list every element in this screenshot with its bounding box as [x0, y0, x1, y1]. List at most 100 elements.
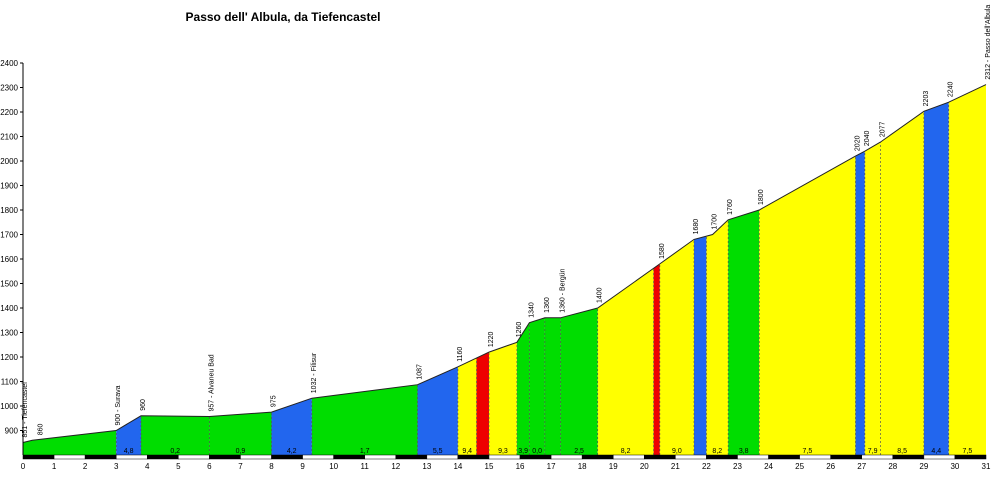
- x-tick-label: 10: [329, 462, 338, 471]
- gradient-label: 0,9: [236, 448, 246, 455]
- km-bar: [22, 454, 55, 460]
- profile-segment: [544, 317, 561, 455]
- profile-segment: [728, 210, 760, 455]
- x-tick-label: 30: [950, 462, 959, 471]
- altitude-label: 2020: [855, 135, 862, 151]
- x-tick-label: 1: [52, 462, 57, 471]
- km-bar: [799, 454, 831, 460]
- km-bar: [302, 454, 334, 460]
- x-tick-label: 23: [733, 462, 742, 471]
- profile-segment: [271, 398, 312, 455]
- gradient-label: 4,4: [931, 448, 941, 455]
- profile-segment: [417, 366, 458, 455]
- y-tick-label: 2300: [0, 84, 18, 93]
- gradient-label: 4,2: [287, 448, 297, 455]
- altitude-label: 1260: [516, 322, 523, 338]
- gradient-label: 7,5: [962, 448, 972, 455]
- altitude-label: 1220: [488, 331, 495, 347]
- km-bar: [768, 454, 800, 460]
- chart-title: Passo dell' Albula, da Tiefencastel: [186, 10, 381, 24]
- x-tick-label: 21: [671, 462, 680, 471]
- profile-segment: [311, 384, 418, 455]
- km-bar: [923, 454, 956, 460]
- y-tick-label: 2400: [0, 59, 18, 68]
- profile-segment: [489, 342, 517, 455]
- x-tick-label: 12: [391, 462, 400, 471]
- x-tick-label: 25: [795, 462, 804, 471]
- profile-segment: [759, 156, 856, 455]
- km-bar: [830, 454, 862, 460]
- gradient-label: 7,5: [803, 448, 813, 455]
- profile-segment: [880, 111, 924, 456]
- altitude-label: 1360 - Bergün: [559, 268, 566, 312]
- x-tick-label: 6: [207, 462, 212, 471]
- km-bar: [147, 454, 179, 460]
- x-tick-label: 9: [300, 462, 305, 471]
- x-tick-label: 14: [453, 462, 462, 471]
- altitude-label: 1400: [597, 287, 604, 303]
- km-bar: [395, 454, 428, 460]
- profile-segment: [659, 239, 694, 455]
- km-bar: [644, 454, 676, 460]
- km-bar: [178, 454, 210, 460]
- km-bar: [612, 454, 645, 460]
- km-bar: [675, 454, 707, 460]
- profile-segment: [706, 219, 729, 455]
- gradient-label: 7,9: [868, 448, 878, 455]
- km-bar: [333, 454, 365, 460]
- y-tick-label: 1500: [0, 280, 18, 289]
- profile-segment: [141, 415, 210, 455]
- profile-segment: [948, 84, 986, 455]
- profile-segment: [476, 352, 489, 455]
- x-tick-label: 28: [888, 462, 897, 471]
- altitude-label: 1087: [416, 364, 423, 380]
- altitude-label: 2040: [864, 130, 871, 146]
- profile-segment: [864, 142, 881, 455]
- altitude-label: 2312 - Passo dell'Albula: [985, 5, 992, 80]
- altitude-label: 1680: [693, 219, 700, 235]
- y-tick-label: 2000: [0, 157, 18, 166]
- y-tick-label: 1900: [0, 182, 18, 191]
- x-tick-label: 31: [982, 462, 991, 471]
- km-bar: [84, 454, 117, 460]
- profile-line: [22, 84, 987, 443]
- km-bar: [892, 454, 925, 460]
- x-tick-label: 4: [145, 462, 150, 471]
- km-bar: [209, 454, 241, 460]
- profile-segment: [516, 322, 530, 455]
- gradient-label: 8,2: [621, 448, 631, 455]
- altitude-label: 2203: [923, 91, 930, 107]
- y-tick-label: 1100: [1, 378, 19, 387]
- altitude-label: 1340: [528, 302, 535, 318]
- profile-segment: [560, 308, 598, 455]
- km-bar: [240, 454, 272, 460]
- km-bar: [53, 454, 86, 460]
- km-bar: [861, 454, 894, 460]
- gradient-labels: 4,8 0,2 0,9 4,2 1,7 5,5 9,4 9,3 3,9 0,0 2,5 8,2 9,0 8…: [124, 448, 973, 455]
- altitude-label: 1760: [727, 199, 734, 215]
- altitude-label: 960: [140, 399, 147, 411]
- gradient-label: 1,7: [360, 448, 370, 455]
- y-tick-label: 2200: [0, 108, 18, 117]
- gradient-label: 8,2: [712, 448, 722, 455]
- altitude-label: 860: [38, 423, 45, 435]
- altitude-label: 900 - Surava: [115, 385, 122, 425]
- profile-segment: [116, 415, 141, 455]
- km-bar: [519, 454, 552, 460]
- profile-segment: [23, 430, 117, 455]
- altitude-label: 1800: [758, 189, 765, 205]
- km-bar: [364, 454, 397, 460]
- y-tick-label: 1600: [0, 255, 18, 264]
- x-tick-label: 19: [609, 462, 618, 471]
- altitude-label: 851 - Tiefencastel: [22, 382, 29, 438]
- km-bar: [954, 454, 987, 460]
- altitude-label: 1700: [712, 214, 719, 230]
- profile-segment: [597, 268, 654, 455]
- y-tick-label: 1700: [0, 231, 18, 240]
- altitude-label: 1160: [457, 347, 464, 362]
- km-bar: [706, 454, 738, 460]
- km-bar: [115, 454, 148, 460]
- altitude-label: 957 - Alvaneu Bad: [208, 354, 215, 411]
- gradient-label: 9,0: [672, 448, 682, 455]
- x-tick-label: 15: [485, 462, 494, 471]
